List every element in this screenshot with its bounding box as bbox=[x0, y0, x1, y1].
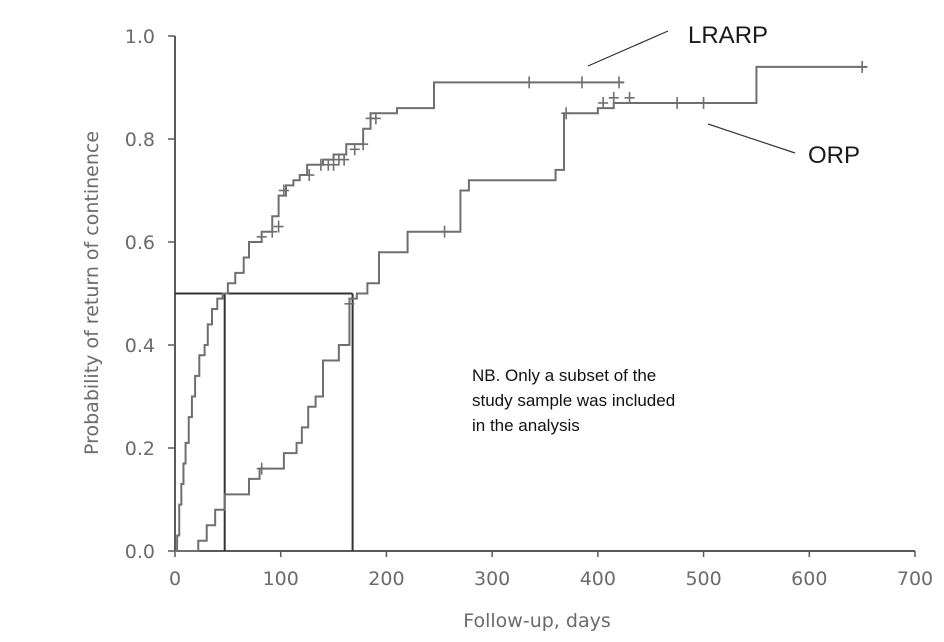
y-tick-label: 0.2 bbox=[125, 438, 155, 460]
x-ticks: 0 100 200 300 400 500 600 700 bbox=[169, 551, 933, 590]
y-ticks: 0.0 0.2 0.4 0.6 0.8 1.0 bbox=[125, 26, 175, 563]
lrarp-leader-line bbox=[587, 30, 669, 67]
x-tick-label: 500 bbox=[685, 568, 721, 590]
x-tick-label: 100 bbox=[263, 568, 299, 590]
note-line-3: in the analysis bbox=[472, 416, 580, 435]
note-line-2: study sample was included bbox=[472, 391, 675, 410]
x-tick-label: 200 bbox=[368, 568, 404, 590]
x-tick-label: 600 bbox=[791, 568, 827, 590]
y-tick-label: 0.4 bbox=[125, 335, 155, 357]
note-line-1: NB. Only a subset of the bbox=[472, 366, 656, 385]
x-tick-label: 300 bbox=[474, 568, 510, 590]
y-axis-title: Probability of return of continence bbox=[81, 131, 103, 455]
series-lrarp bbox=[175, 76, 625, 552]
median-lines bbox=[175, 292, 354, 551]
x-tick-label: 400 bbox=[580, 568, 616, 590]
orp-leader-line bbox=[707, 123, 796, 154]
series-orp bbox=[175, 60, 868, 552]
series-labels: LRARP ORP bbox=[587, 22, 860, 169]
x-tick-label: 0 bbox=[169, 568, 181, 590]
y-tick-label: 1.0 bbox=[125, 26, 155, 48]
annotation-note: NB. Only a subset of the study sample wa… bbox=[472, 366, 675, 435]
y-tick-label: 0.8 bbox=[125, 129, 155, 151]
step-curve-lrarp bbox=[175, 81, 625, 552]
orp-label: ORP bbox=[808, 142, 860, 169]
x-axis-title: Follow-up, days bbox=[463, 610, 610, 632]
y-tick-label: 0.0 bbox=[125, 541, 155, 563]
series-layer bbox=[175, 60, 868, 552]
lrarp-label: LRARP bbox=[688, 22, 768, 49]
step-curve-orp bbox=[175, 65, 868, 552]
y-tick-label: 0.6 bbox=[125, 232, 155, 254]
x-tick-label: 700 bbox=[897, 568, 933, 590]
